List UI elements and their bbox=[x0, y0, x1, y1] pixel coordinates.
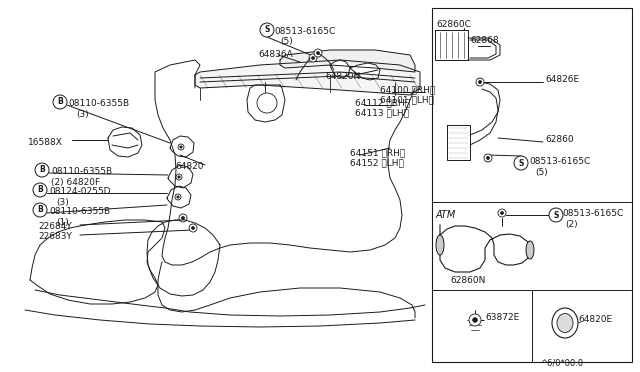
Circle shape bbox=[484, 154, 492, 162]
Text: 64820E: 64820E bbox=[578, 315, 612, 324]
Text: (1): (1) bbox=[56, 218, 68, 227]
Text: 08513-6165C: 08513-6165C bbox=[562, 208, 623, 218]
Text: 64101 〈LH〉: 64101 〈LH〉 bbox=[380, 95, 434, 104]
Circle shape bbox=[189, 224, 197, 232]
Circle shape bbox=[498, 209, 506, 217]
Text: 08513-6165C: 08513-6165C bbox=[529, 157, 590, 166]
Circle shape bbox=[33, 183, 47, 197]
Text: 64152 〈LH〉: 64152 〈LH〉 bbox=[350, 158, 404, 167]
Ellipse shape bbox=[526, 241, 534, 259]
Circle shape bbox=[175, 194, 181, 200]
Text: 16588X: 16588X bbox=[28, 138, 63, 147]
Text: 62868: 62868 bbox=[470, 36, 499, 45]
Text: 64112 〈RH〉: 64112 〈RH〉 bbox=[355, 98, 410, 107]
Polygon shape bbox=[280, 50, 415, 72]
Text: (3): (3) bbox=[76, 110, 89, 119]
Text: 08513-6165C: 08513-6165C bbox=[274, 27, 335, 36]
Text: ATM: ATM bbox=[436, 210, 456, 220]
Text: 64113 〈LH〉: 64113 〈LH〉 bbox=[355, 108, 409, 117]
Polygon shape bbox=[440, 225, 530, 272]
Text: ^6/0*00.0: ^6/0*00.0 bbox=[540, 358, 583, 367]
Circle shape bbox=[177, 196, 179, 198]
Polygon shape bbox=[247, 85, 285, 122]
Text: 64836A: 64836A bbox=[258, 50, 292, 59]
Circle shape bbox=[309, 54, 317, 62]
Text: 08110-6355B: 08110-6355B bbox=[68, 99, 129, 108]
Circle shape bbox=[257, 93, 277, 113]
Text: 22684Y: 22684Y bbox=[38, 222, 72, 231]
Text: B: B bbox=[39, 166, 45, 174]
Text: 64100 〈RH〉: 64100 〈RH〉 bbox=[380, 85, 435, 94]
Text: 64826E: 64826E bbox=[545, 76, 579, 84]
Text: 62860C: 62860C bbox=[436, 20, 471, 29]
Circle shape bbox=[178, 176, 180, 178]
Polygon shape bbox=[168, 165, 193, 188]
Circle shape bbox=[35, 163, 49, 177]
Text: 64820N: 64820N bbox=[325, 72, 360, 81]
Polygon shape bbox=[108, 127, 142, 157]
Circle shape bbox=[181, 217, 184, 219]
Circle shape bbox=[178, 144, 184, 150]
Circle shape bbox=[191, 227, 195, 230]
Circle shape bbox=[472, 318, 477, 323]
Text: B: B bbox=[57, 97, 63, 106]
Polygon shape bbox=[330, 60, 350, 78]
Circle shape bbox=[500, 211, 504, 215]
Ellipse shape bbox=[436, 235, 444, 255]
Text: 08110-6355B: 08110-6355B bbox=[51, 167, 112, 176]
Circle shape bbox=[179, 214, 187, 222]
Text: 63872E: 63872E bbox=[485, 314, 519, 323]
Text: (2): (2) bbox=[565, 219, 578, 228]
Ellipse shape bbox=[552, 308, 578, 338]
Circle shape bbox=[514, 156, 528, 170]
Text: S: S bbox=[554, 211, 559, 219]
Text: 08110-6355B: 08110-6355B bbox=[49, 207, 110, 216]
Text: (3): (3) bbox=[56, 198, 68, 207]
Text: B: B bbox=[37, 205, 43, 215]
Text: S: S bbox=[264, 26, 269, 35]
Circle shape bbox=[33, 203, 47, 217]
Circle shape bbox=[479, 80, 482, 84]
Circle shape bbox=[176, 174, 182, 180]
Circle shape bbox=[53, 95, 67, 109]
Circle shape bbox=[312, 57, 315, 60]
Circle shape bbox=[316, 51, 319, 55]
Text: 64151 〈RH〉: 64151 〈RH〉 bbox=[350, 148, 405, 157]
Text: 08124-0255D: 08124-0255D bbox=[49, 187, 111, 196]
Polygon shape bbox=[350, 63, 380, 80]
Circle shape bbox=[314, 49, 322, 57]
Polygon shape bbox=[170, 136, 194, 157]
Circle shape bbox=[469, 314, 481, 326]
Polygon shape bbox=[195, 60, 420, 95]
Text: 62860: 62860 bbox=[545, 135, 573, 144]
Ellipse shape bbox=[557, 314, 573, 333]
Text: S: S bbox=[518, 158, 524, 167]
Text: (5): (5) bbox=[280, 37, 292, 46]
Text: (2) 64820F: (2) 64820F bbox=[51, 178, 100, 187]
Text: 62860N: 62860N bbox=[450, 276, 485, 285]
Circle shape bbox=[180, 146, 182, 148]
Circle shape bbox=[260, 23, 274, 37]
Text: 22683Y: 22683Y bbox=[38, 232, 72, 241]
Bar bbox=[432, 8, 632, 362]
Text: B: B bbox=[37, 186, 43, 195]
Circle shape bbox=[549, 208, 563, 222]
Text: (5): (5) bbox=[535, 167, 548, 176]
Polygon shape bbox=[167, 186, 191, 208]
Text: 64820: 64820 bbox=[175, 162, 204, 171]
Circle shape bbox=[476, 78, 484, 86]
Circle shape bbox=[486, 156, 490, 160]
